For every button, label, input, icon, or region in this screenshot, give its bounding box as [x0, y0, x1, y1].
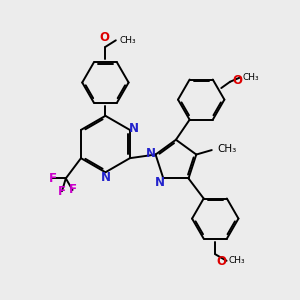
Text: N: N	[129, 122, 139, 135]
Text: N: N	[155, 176, 165, 188]
Text: O: O	[217, 255, 226, 268]
Text: CH₃: CH₃	[119, 36, 136, 45]
Text: F: F	[68, 183, 76, 196]
Text: O: O	[232, 74, 242, 87]
Text: N: N	[100, 171, 110, 184]
Text: CH₃: CH₃	[217, 144, 236, 154]
Text: CH₃: CH₃	[229, 256, 246, 265]
Text: CH₃: CH₃	[243, 73, 260, 82]
Text: F: F	[48, 172, 56, 185]
Text: F: F	[58, 185, 66, 198]
Text: N: N	[146, 146, 156, 160]
Text: O: O	[100, 32, 110, 44]
